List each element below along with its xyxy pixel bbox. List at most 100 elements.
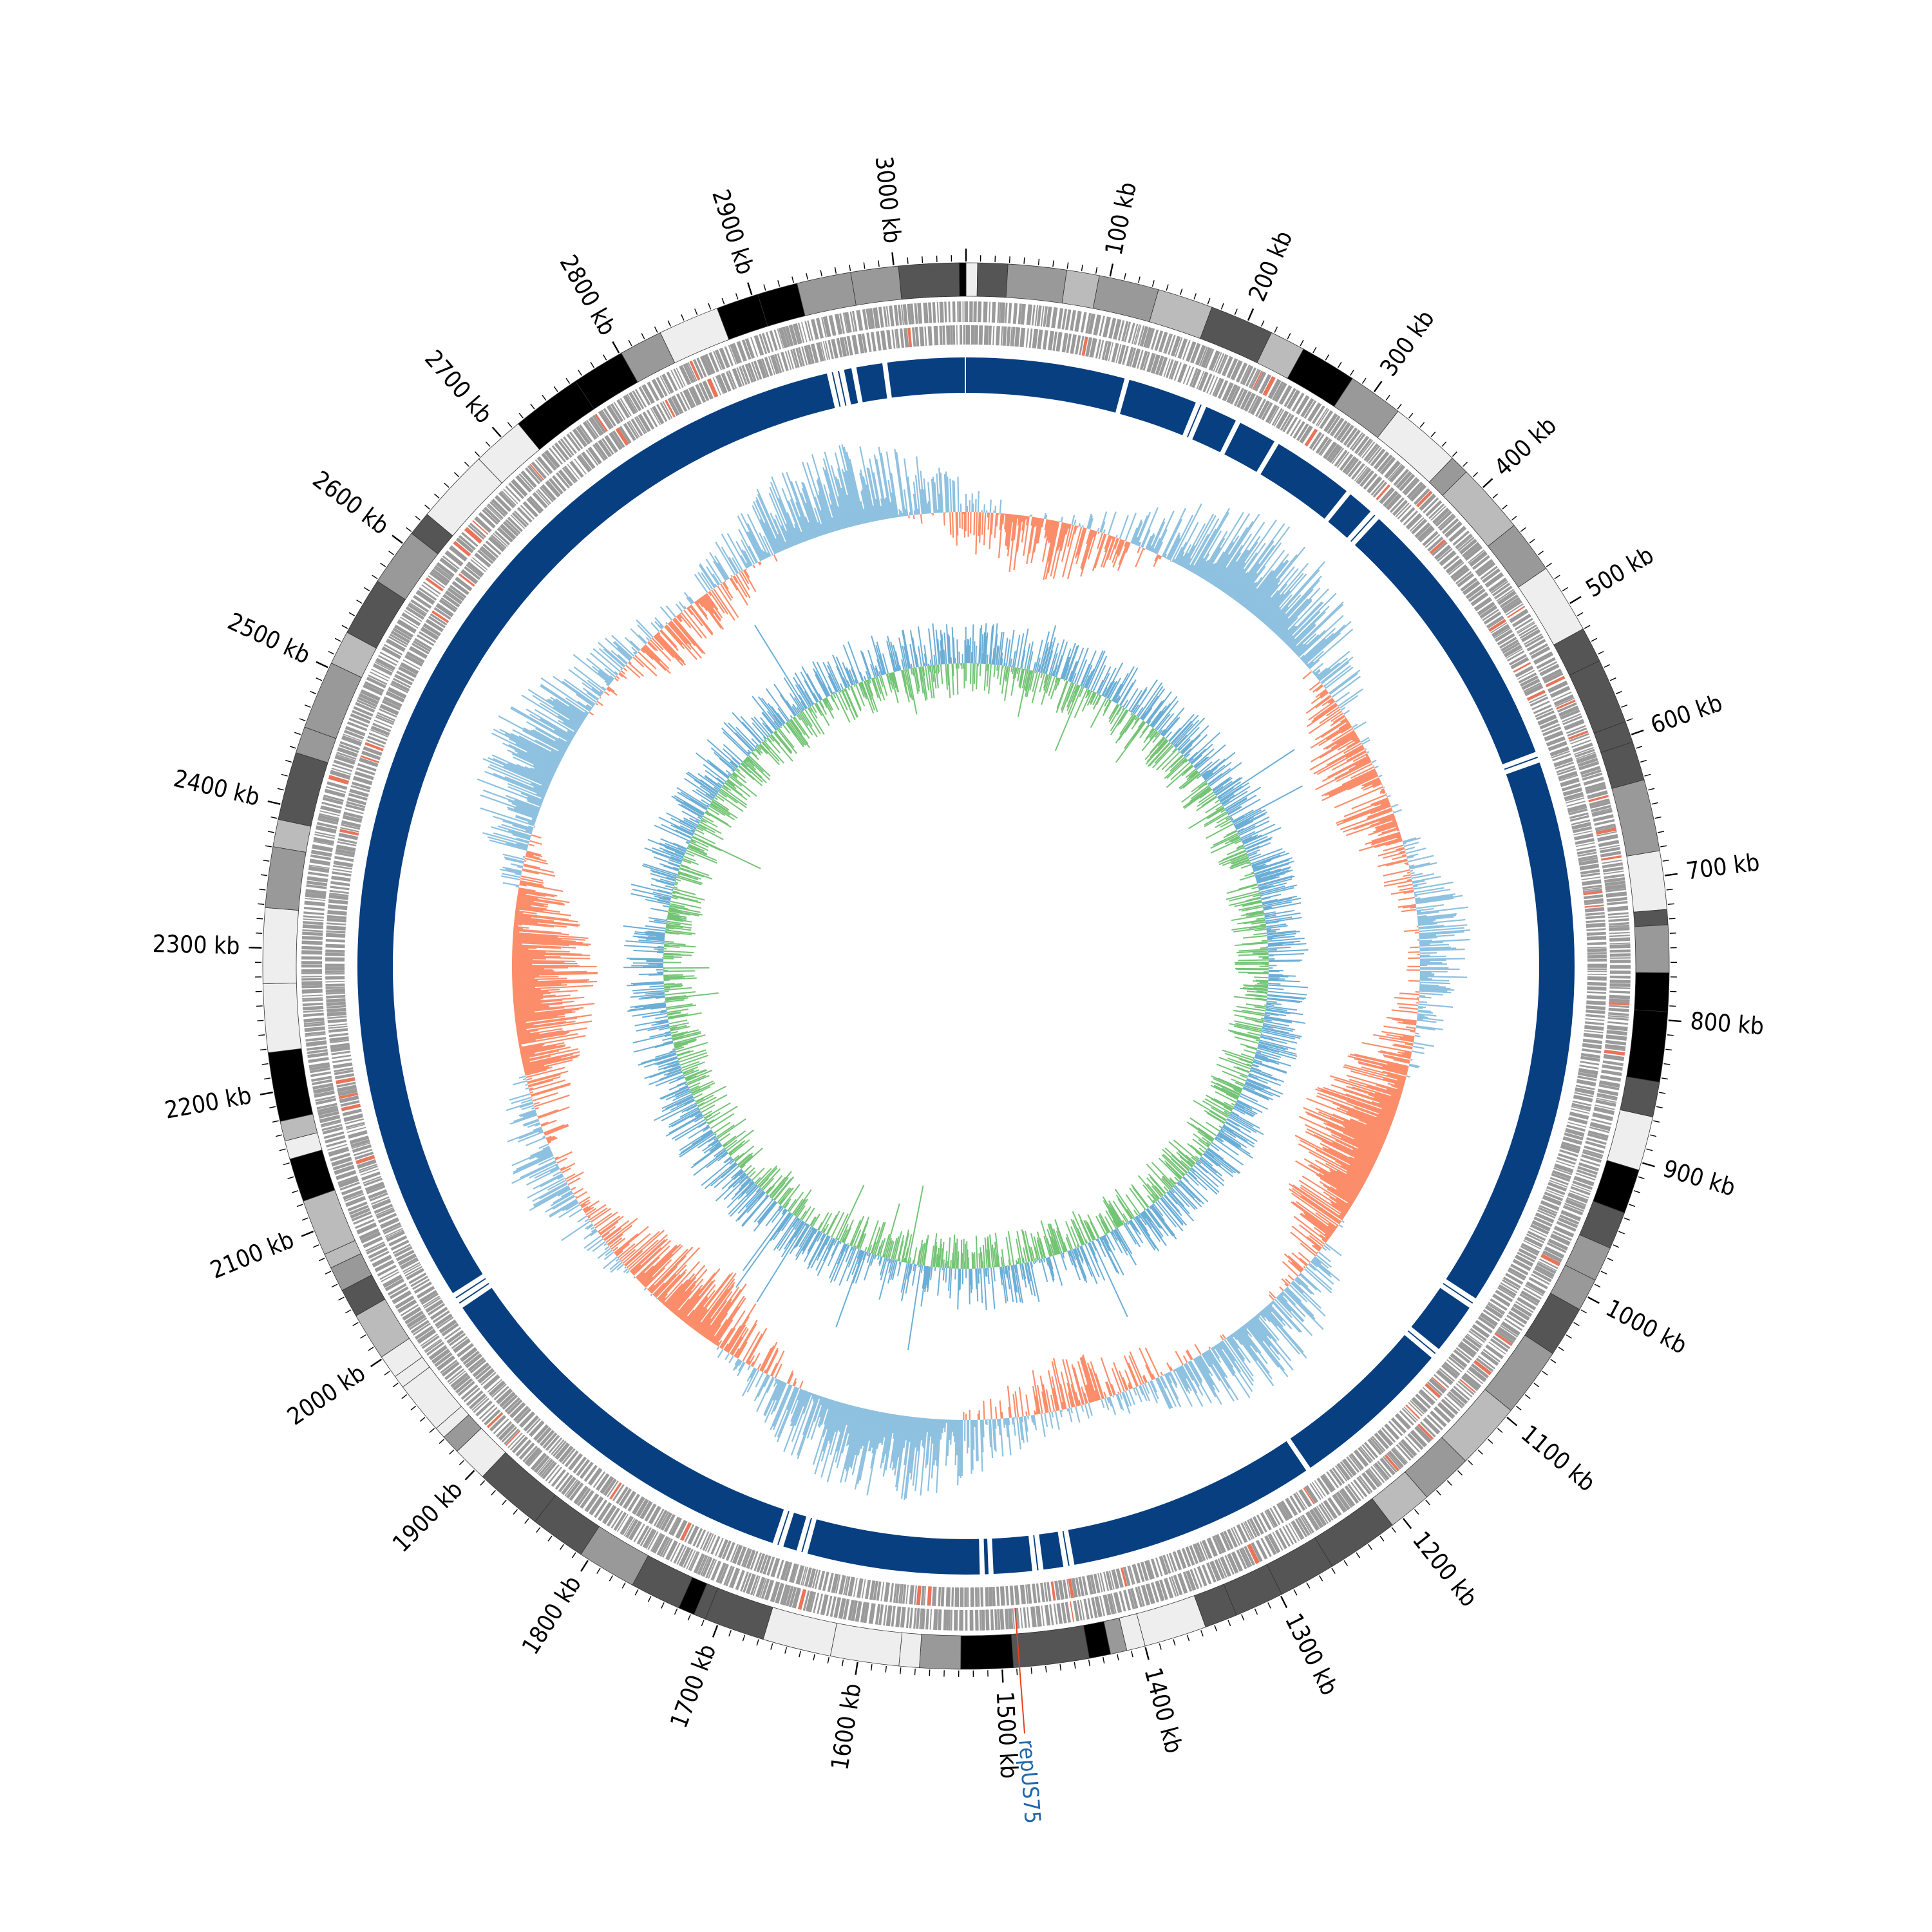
gene-feature [1349, 432, 1363, 450]
gene-feature [712, 377, 721, 395]
gc-bar [512, 969, 553, 971]
gc-bar [1385, 860, 1408, 867]
gc-bar [1281, 1278, 1289, 1286]
gene-feature [1132, 1564, 1141, 1584]
minor-tick [1441, 441, 1447, 447]
gene-feature [989, 1587, 993, 1607]
gene-feature [1414, 522, 1431, 538]
gene-feature [363, 746, 383, 756]
gene-feature [1575, 748, 1595, 758]
gene-feature [1419, 1421, 1436, 1438]
gene-feature [1400, 1439, 1417, 1457]
gc-bar [513, 927, 523, 930]
gene-feature [1576, 753, 1597, 764]
gc-bar [799, 1380, 804, 1389]
gc-bar [522, 868, 556, 877]
gene-feature [359, 1165, 378, 1173]
gene-feature [1289, 1495, 1302, 1513]
gene-feature [387, 1283, 407, 1296]
minor-tick [356, 600, 363, 604]
gc-bar [516, 1029, 539, 1034]
gene-feature [305, 1037, 327, 1042]
gene-feature [1528, 694, 1547, 704]
gc-bar [881, 1413, 889, 1445]
gc-bar [1136, 511, 1151, 546]
gc-bar [514, 1011, 535, 1015]
gc-bar [1337, 737, 1359, 751]
gc-bar [1070, 1407, 1073, 1414]
gc-bar [1419, 981, 1450, 985]
gc-bar [616, 676, 620, 679]
gc-bar [605, 1217, 638, 1244]
gene-feature [698, 382, 710, 401]
gene-feature [516, 507, 533, 523]
gc-bar [549, 1200, 578, 1218]
gene-feature [685, 388, 696, 408]
gc-bar [1079, 1357, 1094, 1403]
gene-feature [453, 1338, 471, 1354]
gc-bar [585, 1223, 593, 1230]
gene-feature [1555, 697, 1575, 708]
gene-feature [1171, 1576, 1179, 1596]
gc-bar [1291, 1281, 1304, 1294]
gene-feature [1603, 870, 1624, 875]
gene-feature [307, 871, 329, 877]
gc-bar [1267, 569, 1320, 628]
gc-bar [774, 1386, 796, 1437]
gene-feature [573, 1456, 587, 1474]
gene-feature [920, 1608, 926, 1629]
gc-bar [1419, 996, 1432, 999]
gc-bar [1319, 1180, 1354, 1203]
gene-feature [529, 464, 544, 480]
gc-bar [1344, 1064, 1406, 1082]
karyotype-block [898, 262, 960, 300]
gene-feature [1448, 1356, 1465, 1370]
gene-feature [1066, 333, 1072, 354]
gene-feature [349, 1135, 370, 1144]
gc-bar [1261, 573, 1304, 622]
gc-bar [1236, 1329, 1270, 1374]
gc-bar [1419, 955, 1446, 958]
gc-bar [517, 895, 538, 900]
minor-tick [674, 1608, 678, 1615]
gc-bar [510, 1113, 538, 1125]
gc-bar [1285, 592, 1337, 645]
gene-feature [914, 303, 918, 325]
gc-bar [1160, 1371, 1164, 1376]
gc-bar [618, 1243, 636, 1258]
gene-feature [1201, 1564, 1212, 1585]
gene-feature [687, 362, 697, 381]
gc-bar [620, 670, 625, 675]
gc-bar [1150, 1380, 1159, 1399]
gene-feature [1468, 1330, 1486, 1343]
gc-bar [1278, 617, 1298, 638]
gc-bar [850, 1408, 866, 1469]
gene-feature [1482, 609, 1499, 621]
gene-feature [999, 1586, 1005, 1606]
gene-feature [304, 1023, 325, 1027]
gc-bar [1142, 1376, 1147, 1383]
gc-bar [1188, 533, 1209, 571]
gc-bar [1305, 1266, 1332, 1291]
gene-feature [1565, 797, 1585, 804]
gene-feature [1606, 896, 1627, 902]
gene-feature [1507, 605, 1526, 618]
gc-bar [904, 458, 913, 516]
gc-bar [513, 994, 571, 1001]
gene-feature [303, 911, 325, 916]
gene-feature [1078, 1577, 1084, 1596]
gene-feature [540, 1460, 555, 1478]
gc-bar [614, 677, 619, 682]
gc-bar [1401, 853, 1406, 857]
gc-bar [1224, 519, 1278, 594]
gc-bar [1314, 673, 1319, 677]
gc-bar [1376, 1084, 1403, 1094]
gene-feature [478, 511, 496, 529]
gc-bar [1343, 798, 1389, 817]
gene-feature [306, 880, 328, 887]
gc-bar [1293, 1216, 1328, 1242]
gc-bar [1303, 621, 1352, 664]
gene-feature [1537, 1209, 1556, 1219]
gene-feature [1032, 1584, 1037, 1604]
gene-feature [1608, 915, 1629, 919]
